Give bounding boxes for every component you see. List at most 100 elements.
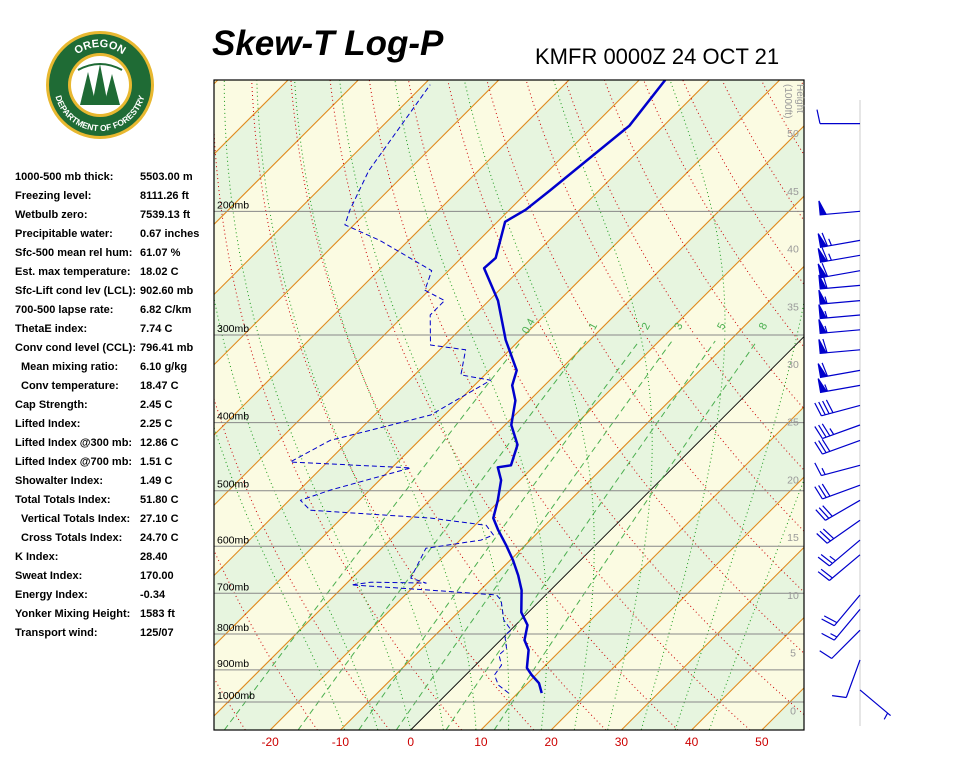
isotherm: [480, 406, 804, 730]
stat-label: Vertical Totals Index:: [21, 513, 130, 525]
wind-barb: [817, 539, 861, 567]
logo: OREGON DEPARTMENT OF FORESTRY: [46, 31, 154, 139]
isotherm: [620, 546, 804, 730]
temperature-band: [832, 80, 960, 730]
logo-tree: [92, 64, 108, 105]
stat-label: Sfc-500 mean rel hum:: [15, 247, 132, 259]
wind-barb: [817, 378, 861, 394]
height-tick-label: 0: [790, 705, 796, 717]
height-tick-label: 25: [787, 417, 799, 429]
stat-label: Sweat Index:: [15, 570, 82, 582]
wind-barb: [814, 423, 861, 440]
stat-value: -0.34: [140, 589, 166, 601]
y-tick-label: 200mb: [217, 199, 249, 211]
wind-barb: [815, 499, 861, 521]
x-tick-label: -20: [262, 735, 280, 749]
x-tick-label: 30: [615, 735, 629, 749]
isotherm: [550, 476, 804, 730]
temperature-line: [482, 80, 667, 694]
isotherm: [214, 80, 640, 507]
wind-barb: [818, 200, 861, 216]
wind-barb: [821, 594, 861, 627]
x-tick-label: 0: [407, 735, 414, 749]
wind-barb: [859, 689, 891, 720]
moist-adiabat: [394, 80, 548, 730]
stat-value: 1.51 C: [140, 456, 172, 468]
y-tick-label: 700mb: [217, 581, 249, 593]
logo-tree: [80, 72, 96, 105]
dry-adiabat: [564, 80, 804, 471]
wind-barb: [816, 519, 861, 544]
isotherm: [832, 80, 960, 730]
isotherm: [214, 80, 781, 647]
mixing-ratio-label: 8: [757, 321, 770, 332]
dry-adiabat: [447, 80, 804, 654]
stat-label: Est. max temperature:: [15, 266, 131, 278]
x-tick-label: -10: [332, 735, 350, 749]
wind-barb: [814, 462, 861, 477]
height-tick-label: 45: [787, 186, 799, 198]
wind-barb: [817, 554, 861, 581]
height-axis-unit: (1000ft): [782, 84, 793, 118]
isotherm: [214, 80, 570, 436]
stat-label: Precipitable water:: [15, 228, 113, 240]
wind-barbs: [814, 109, 891, 720]
dry-adiabat: [918, 80, 960, 730]
wind-barb: [819, 629, 861, 660]
wind-barb: [818, 304, 861, 320]
stat-label: Mean mixing ratio:: [21, 361, 118, 373]
stat-label: Conv cond level (CCL):: [15, 342, 136, 354]
x-tick-label: 50: [755, 735, 769, 749]
y-tick-label: 300mb: [217, 323, 249, 335]
height-tick-label: 40: [787, 244, 799, 256]
stat-label: Yonker Mixing Height:: [15, 608, 130, 620]
wind-barb: [814, 399, 861, 417]
y-tick-label: 400mb: [217, 411, 249, 423]
wind-barb: [817, 262, 861, 279]
x-tick-label: 20: [544, 735, 558, 749]
height-tick-label: 15: [787, 532, 799, 544]
wind-barb: [817, 247, 861, 263]
moist-adiabat: [294, 80, 477, 730]
mixing-ratio-label: 5: [715, 321, 728, 332]
wind-barb: [814, 438, 861, 455]
y-tick-label: 600mb: [217, 534, 249, 546]
dry-adiabat: [721, 80, 804, 222]
stat-label: Energy Index:: [15, 589, 88, 601]
profiles: [289, 80, 667, 694]
stat-value: 24.70 C: [140, 532, 179, 544]
stat-value: 6.10 g/kg: [140, 361, 187, 373]
height-tick-label: 20: [787, 474, 799, 486]
height-axis-title: Height: [794, 84, 805, 113]
stat-label: Lifted Index @700 mb:: [15, 456, 132, 468]
isotherm: [214, 80, 429, 296]
y-tick-label: 500mb: [217, 479, 249, 491]
stat-label: Freezing level:: [15, 190, 91, 202]
x-tick-label: 40: [685, 735, 699, 749]
isotherm: [214, 80, 710, 577]
isotherm: [214, 80, 500, 366]
stat-value: 0.67 inches: [140, 228, 199, 240]
stat-value: 170.00: [140, 570, 174, 582]
temperature-band: [214, 80, 804, 716]
mixing-ratio-label: 1: [587, 321, 600, 332]
wind-barb: [814, 483, 861, 500]
dry-adiabat: [251, 80, 535, 730]
y-tick-label: 800mb: [217, 622, 249, 634]
moist-adiabat: [553, 80, 653, 730]
stat-label: Wetbulb zero:: [15, 209, 88, 221]
logo-top-text: OREGON: [72, 38, 127, 57]
logo-text: OREGON: [72, 38, 127, 57]
wind-barb: [818, 338, 861, 354]
stat-value: 7539.13 ft: [140, 209, 190, 221]
stat-value: 27.10 C: [140, 513, 179, 525]
stat-value: 125/07: [140, 627, 174, 639]
mixing-ratio-label: 3: [672, 321, 685, 332]
stat-value: 1583 ft: [140, 608, 175, 620]
chart-title: Skew-T Log-P: [212, 24, 444, 63]
stat-label: 700-500 lapse rate:: [15, 304, 113, 316]
stat-label: ThetaE index:: [15, 323, 87, 335]
stat-value: 12.86 C: [140, 437, 179, 449]
wind-barb: [817, 232, 861, 248]
